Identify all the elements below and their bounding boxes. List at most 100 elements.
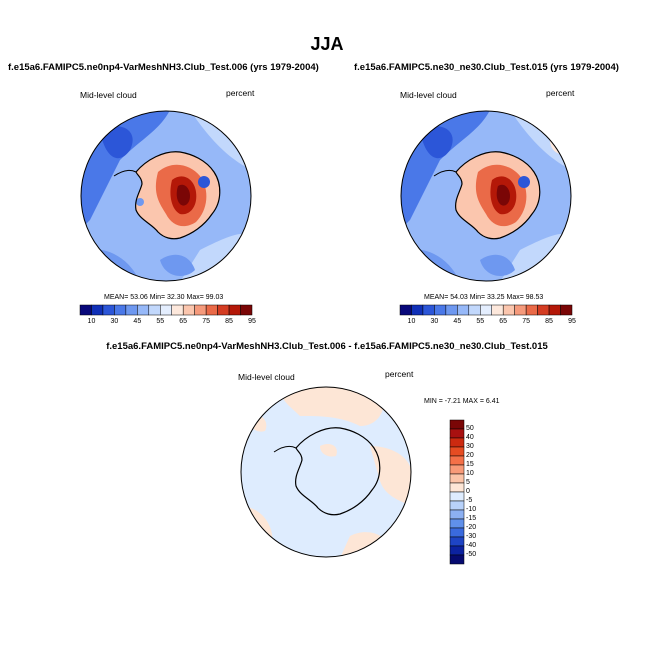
left-coastline [135, 151, 221, 240]
colorbar-tick-label: 85 [225, 318, 233, 325]
colorbar-swatch [205, 304, 218, 316]
colorbar-swatch [125, 304, 138, 316]
left-polar-map [80, 110, 252, 282]
colorbar-swatch [468, 304, 481, 316]
colorbar-tick-label: 55 [156, 318, 165, 325]
colorbar-swatch [411, 304, 424, 316]
colorbar-swatch [217, 304, 230, 316]
left-colorbar [79, 304, 253, 316]
colorbar-swatch [449, 527, 465, 538]
colorbar-tick-label: 40 [466, 434, 474, 441]
left-stats: MEAN= 53.06 Min= 32.30 Max= 99.03 [104, 294, 224, 301]
diff-variable-label: Mid-level cloud [238, 372, 295, 382]
colorbar-swatch [240, 304, 253, 316]
colorbar-tick-label: -20 [466, 524, 477, 531]
colorbar-tick-label: -40 [466, 542, 477, 549]
colorbar-tick-label: 15 [466, 461, 474, 468]
colorbar-tick-label: 75 [202, 318, 211, 325]
colorbar-swatch [228, 304, 241, 316]
left-map-boundary [80, 110, 252, 282]
colorbar-swatch [449, 437, 465, 448]
colorbar-swatch [399, 304, 412, 316]
diff-colorbar-labels: 50 40 30 20 15 10 5 0 -5 -10 -15 -20 -30 -40 -50 [466, 420, 490, 564]
colorbar-swatch [491, 304, 504, 316]
colorbar-swatch [194, 304, 207, 316]
colorbar-swatch [160, 304, 172, 316]
colorbar-swatch [457, 304, 470, 316]
colorbar-tick-label: -30 [466, 533, 477, 540]
colorbar-swatch [449, 428, 465, 439]
colorbar-swatch [449, 464, 465, 475]
colorbar-swatch [480, 304, 492, 316]
left-panel-heading: f.e15a6.FAMIPC5.ne0np4-VarMeshNH3.Club_T… [8, 62, 319, 73]
colorbar-swatch [449, 446, 465, 457]
colorbar-swatch [422, 304, 435, 316]
colorbar-tick-label: -10 [466, 506, 477, 513]
diff-units-label: percent [385, 369, 414, 379]
colorbar-tick-label: 45 [133, 318, 142, 325]
colorbar-swatch [449, 518, 465, 529]
diff-colorbar [449, 419, 465, 565]
right-panel-heading: f.e15a6.FAMIPC5.ne30_ne30.Club_Test.015 … [354, 62, 619, 73]
colorbar-swatch [137, 304, 150, 316]
colorbar-swatch [449, 500, 465, 511]
diff-coastline [295, 427, 381, 516]
diff-polar-map [240, 386, 412, 558]
colorbar-swatch [560, 304, 573, 316]
colorbar-swatch [434, 304, 447, 316]
colorbar-swatch [537, 304, 550, 316]
right-stats: MEAN= 54.03 Min= 33.25 Max= 98.53 [424, 294, 544, 301]
colorbar-tick-label: 65 [499, 318, 508, 325]
left-units-label: percent [226, 88, 255, 98]
colorbar-swatch [182, 304, 195, 316]
diff-stats: MIN = -7.21 MAX = 6.41 [424, 398, 500, 405]
right-colorbar [399, 304, 573, 316]
colorbar-tick-label: 55 [476, 318, 485, 325]
colorbar-tick-label: 10 [466, 470, 474, 477]
colorbar-swatch [502, 304, 515, 316]
colorbar-tick-label: 30 [110, 318, 119, 325]
colorbar-swatch [449, 554, 465, 565]
colorbar-tick-label: 75 [522, 318, 531, 325]
right-units-label: percent [546, 88, 575, 98]
colorbar-tick-label: -15 [466, 515, 477, 522]
colorbar-tick-label: 10 [87, 318, 96, 325]
left-colorbar-labels: 10 30 45 55 65 75 85 95 [80, 318, 256, 328]
colorbar-swatch [102, 304, 115, 316]
right-polar-map [400, 110, 572, 282]
colorbar-swatch [449, 491, 465, 502]
colorbar-tick-label: 95 [248, 318, 256, 325]
colorbar-swatch [91, 304, 104, 316]
colorbar-tick-label: 30 [430, 318, 439, 325]
colorbar-swatch [148, 304, 161, 316]
colorbar-swatch [445, 304, 458, 316]
colorbar-swatch [449, 455, 465, 466]
left-variable-label: Mid-level cloud [80, 90, 137, 100]
colorbar-swatch [114, 304, 127, 316]
colorbar-tick-label: -50 [466, 551, 477, 558]
colorbar-swatch [548, 304, 561, 316]
colorbar-swatch [525, 304, 538, 316]
colorbar-swatch [171, 304, 184, 316]
colorbar-swatch [449, 536, 465, 547]
colorbar-swatch [449, 473, 465, 484]
colorbar-swatch [449, 509, 465, 520]
colorbar-swatch [449, 482, 465, 493]
colorbar-tick-label: 85 [545, 318, 553, 325]
colorbar-tick-label: -5 [466, 497, 473, 504]
colorbar-tick-label: 10 [407, 318, 416, 325]
colorbar-tick-label: 5 [466, 479, 470, 486]
right-colorbar-labels: 10 30 45 55 65 75 85 95 [400, 318, 576, 328]
colorbar-swatch [449, 545, 465, 556]
colorbar-tick-label: 95 [568, 318, 576, 325]
colorbar-tick-label: 45 [453, 318, 462, 325]
colorbar-tick-label: 65 [179, 318, 188, 325]
colorbar-swatch [514, 304, 527, 316]
diff-panel-heading: f.e15a6.FAMIPC5.ne0np4-VarMeshNH3.Club_T… [106, 341, 548, 352]
colorbar-tick-label: 30 [466, 443, 474, 450]
colorbar-tick-label: 20 [466, 452, 474, 459]
page-title: JJA [310, 34, 344, 54]
colorbar-swatch [449, 419, 465, 430]
colorbar-swatch [79, 304, 92, 316]
colorbar-tick-label: 0 [466, 488, 470, 495]
